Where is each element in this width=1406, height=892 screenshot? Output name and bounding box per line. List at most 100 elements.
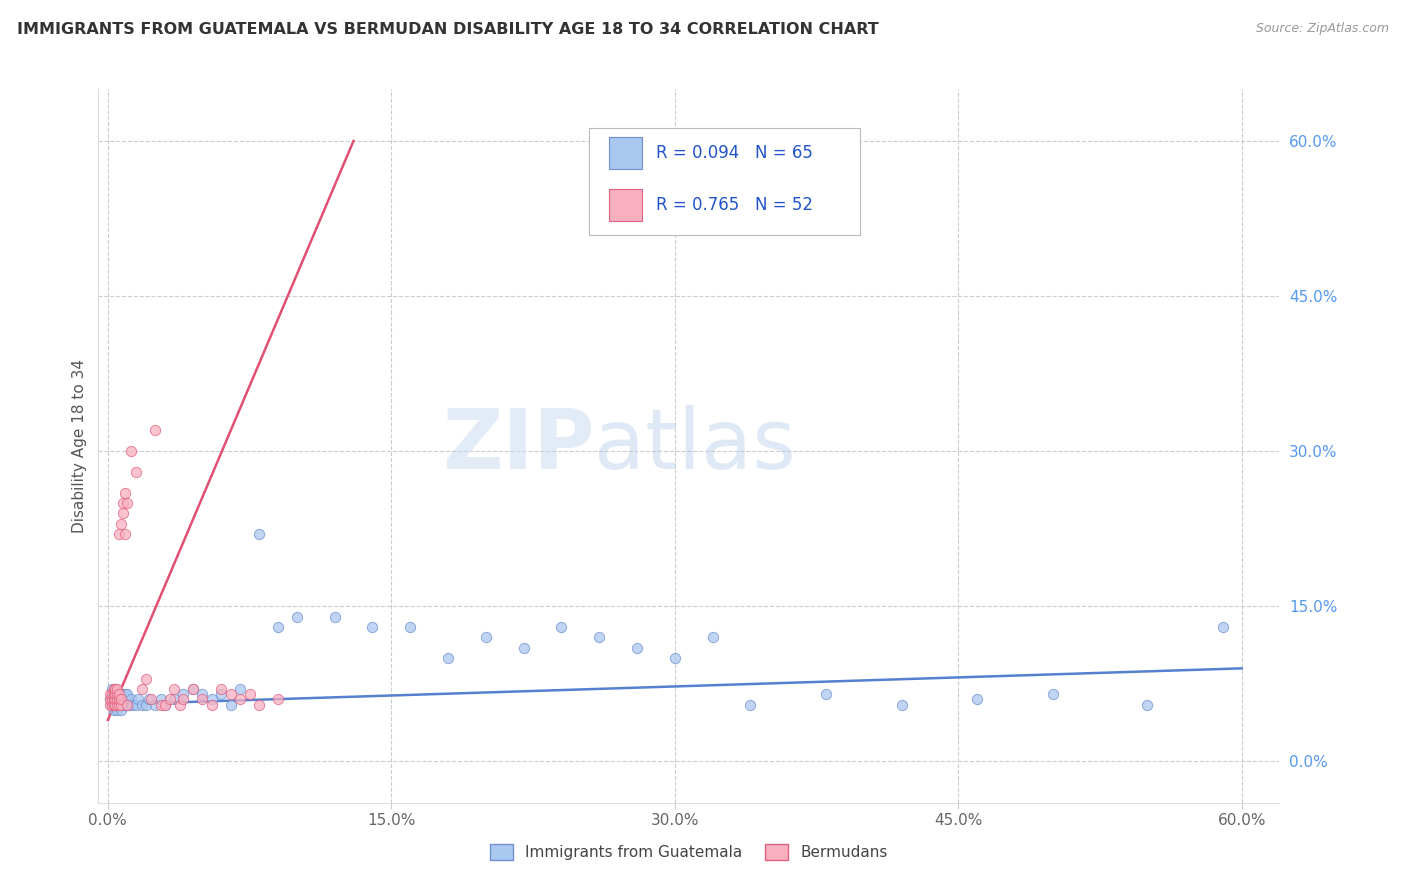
Text: Source: ZipAtlas.com: Source: ZipAtlas.com	[1256, 22, 1389, 36]
Point	[110, 698, 132, 712]
Point	[98, 692, 121, 706]
Point	[100, 692, 122, 706]
Point	[475, 630, 498, 644]
Point	[323, 609, 346, 624]
Point	[120, 692, 142, 706]
Point	[664, 651, 686, 665]
Point	[169, 698, 191, 712]
FancyBboxPatch shape	[609, 137, 641, 169]
Point	[588, 630, 610, 644]
Point	[163, 681, 186, 696]
Point	[108, 687, 131, 701]
Point	[890, 698, 912, 712]
Point	[120, 444, 142, 458]
Point	[103, 698, 125, 712]
Point	[399, 620, 422, 634]
Point	[512, 640, 534, 655]
Point	[1212, 620, 1234, 634]
Point	[104, 698, 127, 712]
Point	[115, 692, 138, 706]
Legend: Immigrants from Guatemala, Bermudans: Immigrants from Guatemala, Bermudans	[484, 838, 894, 866]
Point	[111, 698, 134, 712]
Point	[267, 692, 290, 706]
Point	[114, 698, 136, 712]
Point	[181, 681, 204, 696]
Point	[104, 687, 127, 701]
Point	[219, 687, 242, 701]
Point	[181, 681, 204, 696]
Point	[115, 698, 138, 712]
Point	[105, 687, 128, 701]
Point	[125, 698, 148, 712]
Point	[108, 698, 131, 712]
Point	[141, 692, 163, 706]
Text: R = 0.765   N = 52: R = 0.765 N = 52	[655, 196, 813, 214]
Point	[100, 687, 122, 701]
Point	[108, 698, 131, 712]
Point	[229, 692, 252, 706]
Point	[100, 698, 122, 712]
Point	[103, 687, 125, 701]
Point	[110, 703, 132, 717]
Point	[229, 681, 252, 696]
Point	[163, 692, 186, 706]
Point	[143, 698, 166, 712]
Point	[98, 692, 121, 706]
Point	[103, 681, 125, 696]
Point	[361, 620, 384, 634]
Point	[135, 672, 157, 686]
Point	[626, 640, 648, 655]
Point	[153, 698, 176, 712]
Point	[111, 692, 134, 706]
Point	[159, 692, 181, 706]
Point	[149, 692, 172, 706]
Point	[103, 692, 125, 706]
Point	[104, 681, 127, 696]
Point	[550, 620, 572, 634]
Point	[219, 698, 242, 712]
Text: atlas: atlas	[595, 406, 796, 486]
Point	[1042, 687, 1064, 701]
Point	[285, 609, 308, 624]
Point	[131, 681, 153, 696]
Point	[103, 703, 125, 717]
Point	[740, 698, 762, 712]
Point	[104, 681, 127, 696]
Point	[138, 692, 160, 706]
Point	[100, 698, 122, 712]
Point	[115, 687, 138, 701]
Point	[121, 698, 143, 712]
Point	[239, 687, 262, 701]
Point	[966, 692, 988, 706]
Point	[105, 687, 128, 701]
Point	[105, 698, 128, 712]
Point	[114, 687, 136, 701]
Point	[437, 651, 460, 665]
Point	[247, 527, 270, 541]
Point	[103, 687, 125, 701]
Point	[172, 692, 194, 706]
Point	[104, 692, 127, 706]
Point	[110, 692, 132, 706]
Point	[1136, 698, 1159, 712]
Point	[104, 698, 127, 712]
Point	[111, 687, 134, 701]
Point	[209, 681, 232, 696]
Point	[111, 496, 134, 510]
Point	[814, 687, 837, 701]
Text: IMMIGRANTS FROM GUATEMALA VS BERMUDAN DISABILITY AGE 18 TO 34 CORRELATION CHART: IMMIGRANTS FROM GUATEMALA VS BERMUDAN DI…	[17, 22, 879, 37]
Point	[702, 630, 724, 644]
Point	[247, 698, 270, 712]
Text: R = 0.094   N = 65: R = 0.094 N = 65	[655, 145, 813, 162]
Point	[108, 687, 131, 701]
Point	[111, 506, 134, 520]
Point	[105, 681, 128, 696]
Point	[110, 516, 132, 531]
Point	[191, 692, 214, 706]
Point	[104, 687, 127, 701]
Point	[98, 698, 121, 712]
Point	[127, 692, 149, 706]
Point	[114, 485, 136, 500]
Point	[201, 692, 224, 706]
Point	[149, 698, 172, 712]
